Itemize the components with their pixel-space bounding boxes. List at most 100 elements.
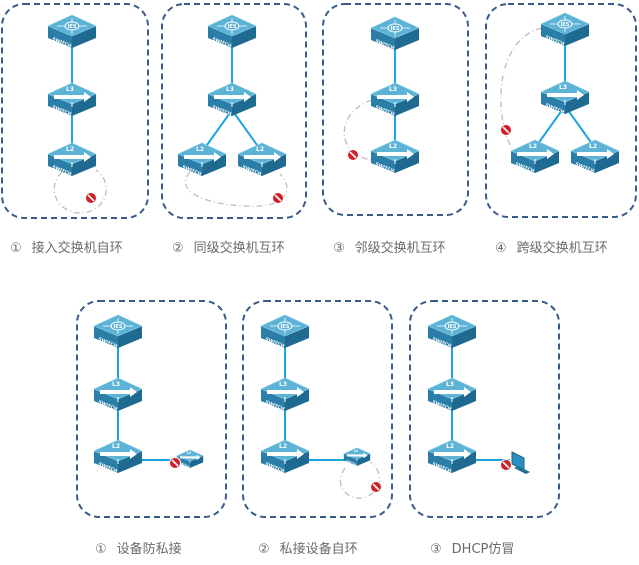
panel-3-frame — [322, 3, 469, 216]
switch-right-face — [395, 28, 419, 50]
layer-label: L2 — [446, 443, 454, 450]
layer-label: L3 — [66, 86, 74, 93]
caption-number: ① — [95, 542, 107, 557]
ies-label: IES — [561, 22, 570, 28]
blocked-icon — [272, 192, 284, 204]
layer-label: L2 — [589, 143, 597, 150]
layer-label: L2 — [256, 146, 264, 153]
switch-right-face — [118, 451, 142, 473]
forward-arrow — [377, 92, 414, 102]
switch-left-face — [176, 455, 190, 468]
switch-brand-label: SWITCH — [346, 459, 358, 467]
switch-left-face — [428, 326, 452, 348]
forward-arrow — [214, 92, 251, 102]
forward-arrow — [180, 454, 201, 461]
loop-path — [343, 99, 373, 161]
ies-fill — [226, 22, 238, 30]
caption-private-device-loop: ② 私接设备自环 — [258, 538, 358, 557]
layer-label: L3 — [112, 381, 120, 388]
ies-fill — [66, 22, 78, 30]
panel-7-frame — [409, 300, 560, 518]
forward-arrow — [267, 387, 304, 397]
ies-fill — [559, 20, 571, 28]
caption-adjacent-level-loop: ③ 邻级交换机互环 — [333, 237, 446, 256]
forward-arrow — [244, 152, 281, 162]
forward-arrow — [100, 387, 137, 397]
ies-fill — [446, 322, 458, 330]
switch-right-face — [118, 389, 142, 411]
switch-right-face — [452, 389, 476, 411]
caption-text: 跨级交换机互环 — [516, 241, 608, 256]
layer-label: L3 — [559, 84, 567, 91]
ies-fill — [279, 322, 291, 330]
blocked-slash — [372, 483, 380, 491]
panel-6-frame — [242, 300, 393, 518]
caption-number: ② — [172, 241, 184, 256]
forward-arrow — [184, 152, 221, 162]
switch-right-face — [118, 326, 142, 348]
switch-left-face — [428, 389, 452, 411]
switch-left-face — [571, 151, 595, 173]
forward-arrow — [577, 149, 614, 159]
switch-left-face — [208, 26, 232, 48]
layer-label: L3 — [226, 86, 234, 93]
forward-arrow — [100, 449, 137, 459]
layer-label: L3 — [446, 381, 454, 388]
switch-right-face — [395, 94, 419, 116]
caption-number: ④ — [495, 241, 507, 256]
switch-right-face — [202, 154, 226, 176]
forward-arrow — [54, 152, 91, 162]
ies-label: IES — [68, 24, 77, 30]
ies-label: IES — [281, 324, 290, 330]
panel-1-frame — [1, 3, 149, 219]
switch-left-face — [428, 451, 452, 473]
forward-arrow — [434, 449, 471, 459]
forward-arrow — [347, 452, 368, 459]
switch-left-face — [94, 451, 118, 473]
caption-access-self-loop: ① 接入交换机自环 — [10, 237, 123, 256]
caption-text: 邻级交换机互环 — [354, 241, 446, 256]
switch-left-face — [541, 92, 565, 114]
monitor-icon — [511, 451, 530, 474]
switch-right-face — [535, 151, 559, 173]
loop-path — [500, 27, 543, 153]
switch-right-face — [285, 451, 309, 473]
monitor-base — [514, 466, 530, 474]
switch-right-face — [452, 451, 476, 473]
caption-text: 设备防私接 — [116, 542, 182, 557]
caption-number: ② — [258, 542, 270, 557]
switch-left-face — [48, 94, 72, 116]
switch-left-face — [343, 453, 357, 466]
switch-left-face — [371, 94, 395, 116]
layer-label: L2 — [66, 146, 74, 153]
loop-path — [53, 169, 107, 214]
switch-right-face — [452, 326, 476, 348]
switch-left-face — [371, 151, 395, 173]
blocked-slash — [502, 126, 510, 134]
switch-right-face — [285, 389, 309, 411]
switch-left-face — [94, 326, 118, 348]
switch-right-face — [232, 94, 256, 116]
switch-left-face — [48, 26, 72, 48]
switch-left-face — [94, 389, 118, 411]
switch-right-face — [595, 151, 619, 173]
blocked-icon — [347, 149, 359, 161]
layer-label: L2 — [389, 143, 397, 150]
switch-left-face — [178, 154, 202, 176]
